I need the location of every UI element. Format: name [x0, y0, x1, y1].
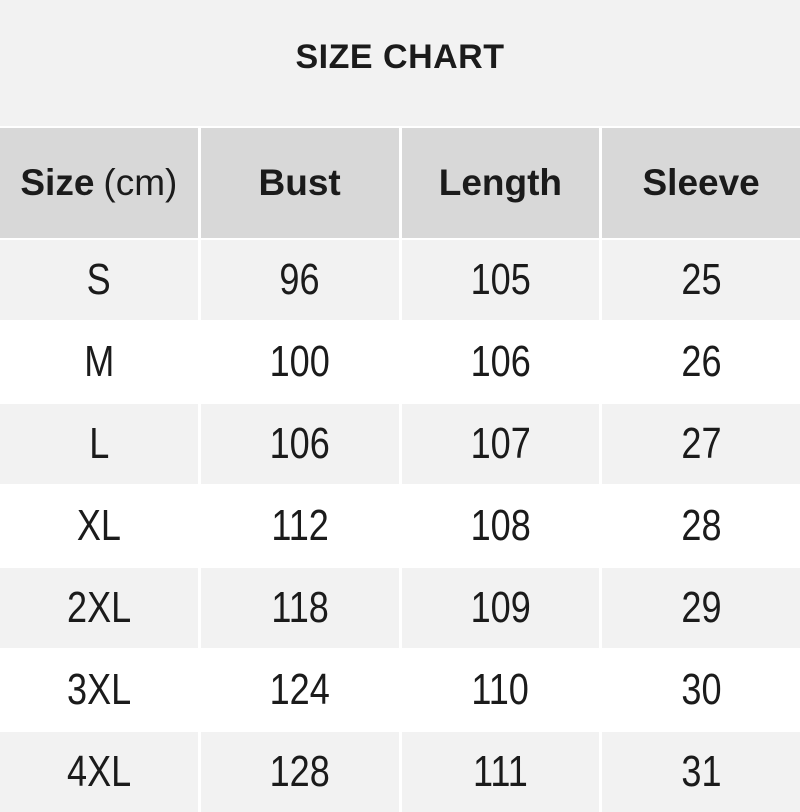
cell-text: S — [86, 255, 111, 304]
measurement-cell: 26 — [602, 322, 800, 402]
cell-text: 118 — [270, 583, 329, 632]
size-header-label: Size — [20, 162, 95, 203]
cell-text: 105 — [470, 255, 531, 304]
measurement-cell: 27 — [602, 404, 800, 484]
size-cell: 2XL — [0, 568, 198, 648]
cell-text: 106 — [470, 337, 531, 386]
measurement-cell: 106 — [401, 322, 600, 402]
measurement-cell: 109 — [401, 568, 600, 648]
cell-text: 26 — [681, 337, 722, 386]
cell-text: 106 — [269, 419, 330, 468]
size-cell: 4XL — [0, 732, 198, 812]
cell-text: 25 — [681, 255, 722, 304]
measurement-cell: 105 — [401, 240, 600, 320]
size-cell: S — [0, 240, 198, 320]
measurement-cell: 108 — [401, 486, 600, 566]
measurement-cell: 106 — [200, 404, 399, 484]
column-header-sleeve: Sleeve — [602, 128, 800, 238]
cell-text: 4XL — [66, 747, 131, 796]
cell-text: 31 — [681, 747, 722, 796]
size-cell: L — [0, 404, 198, 484]
measurement-cell: 107 — [401, 404, 600, 484]
measurement-cell: 118 — [200, 568, 399, 648]
measurement-cell: 30 — [602, 650, 800, 730]
measurement-cell: 124 — [200, 650, 399, 730]
measurement-cell: 96 — [200, 240, 399, 320]
cell-text: M — [83, 337, 114, 386]
measurement-cell: 110 — [401, 650, 600, 730]
measurement-cell: 31 — [602, 732, 800, 812]
cell-text: 2XL — [66, 583, 131, 632]
cell-text: 108 — [470, 501, 531, 550]
cell-text: 27 — [681, 419, 722, 468]
cell-text: L — [88, 419, 109, 468]
column-header-bust: Bust — [200, 128, 399, 238]
cell-text: XL — [76, 501, 121, 550]
measurement-cell: 29 — [602, 568, 800, 648]
cell-text: 112 — [270, 501, 329, 550]
cell-text: 111 — [472, 747, 528, 796]
column-header-length: Length — [401, 128, 600, 238]
column-header-size: Size (cm) — [0, 128, 198, 238]
measurement-cell: 25 — [602, 240, 800, 320]
measurement-cell: 112 — [200, 486, 399, 566]
size-cell: XL — [0, 486, 198, 566]
cell-text: 109 — [470, 583, 531, 632]
cell-text: 96 — [279, 255, 320, 304]
page-title: SIZE CHART — [295, 37, 505, 76]
size-cell: 3XL — [0, 650, 198, 730]
cell-text: 128 — [269, 747, 330, 796]
measurement-cell: 111 — [401, 732, 600, 812]
cell-text: 110 — [471, 665, 530, 714]
size-cell: M — [0, 322, 198, 402]
cell-text: 28 — [681, 501, 722, 550]
measurement-cell: 28 — [602, 486, 800, 566]
cell-text: 3XL — [66, 665, 131, 714]
measurement-cell: 100 — [200, 322, 399, 402]
cell-text: 100 — [269, 337, 330, 386]
cell-text: 30 — [681, 665, 722, 714]
measurement-cell: 128 — [200, 732, 399, 812]
size-unit-label: (cm) — [103, 162, 178, 203]
cell-text: 124 — [269, 665, 330, 714]
cell-text: 29 — [681, 583, 722, 632]
size-chart-table: Size (cm) Bust Length Sleeve S 96 105 25 M 10… — [0, 126, 800, 812]
cell-text: 107 — [470, 419, 531, 468]
